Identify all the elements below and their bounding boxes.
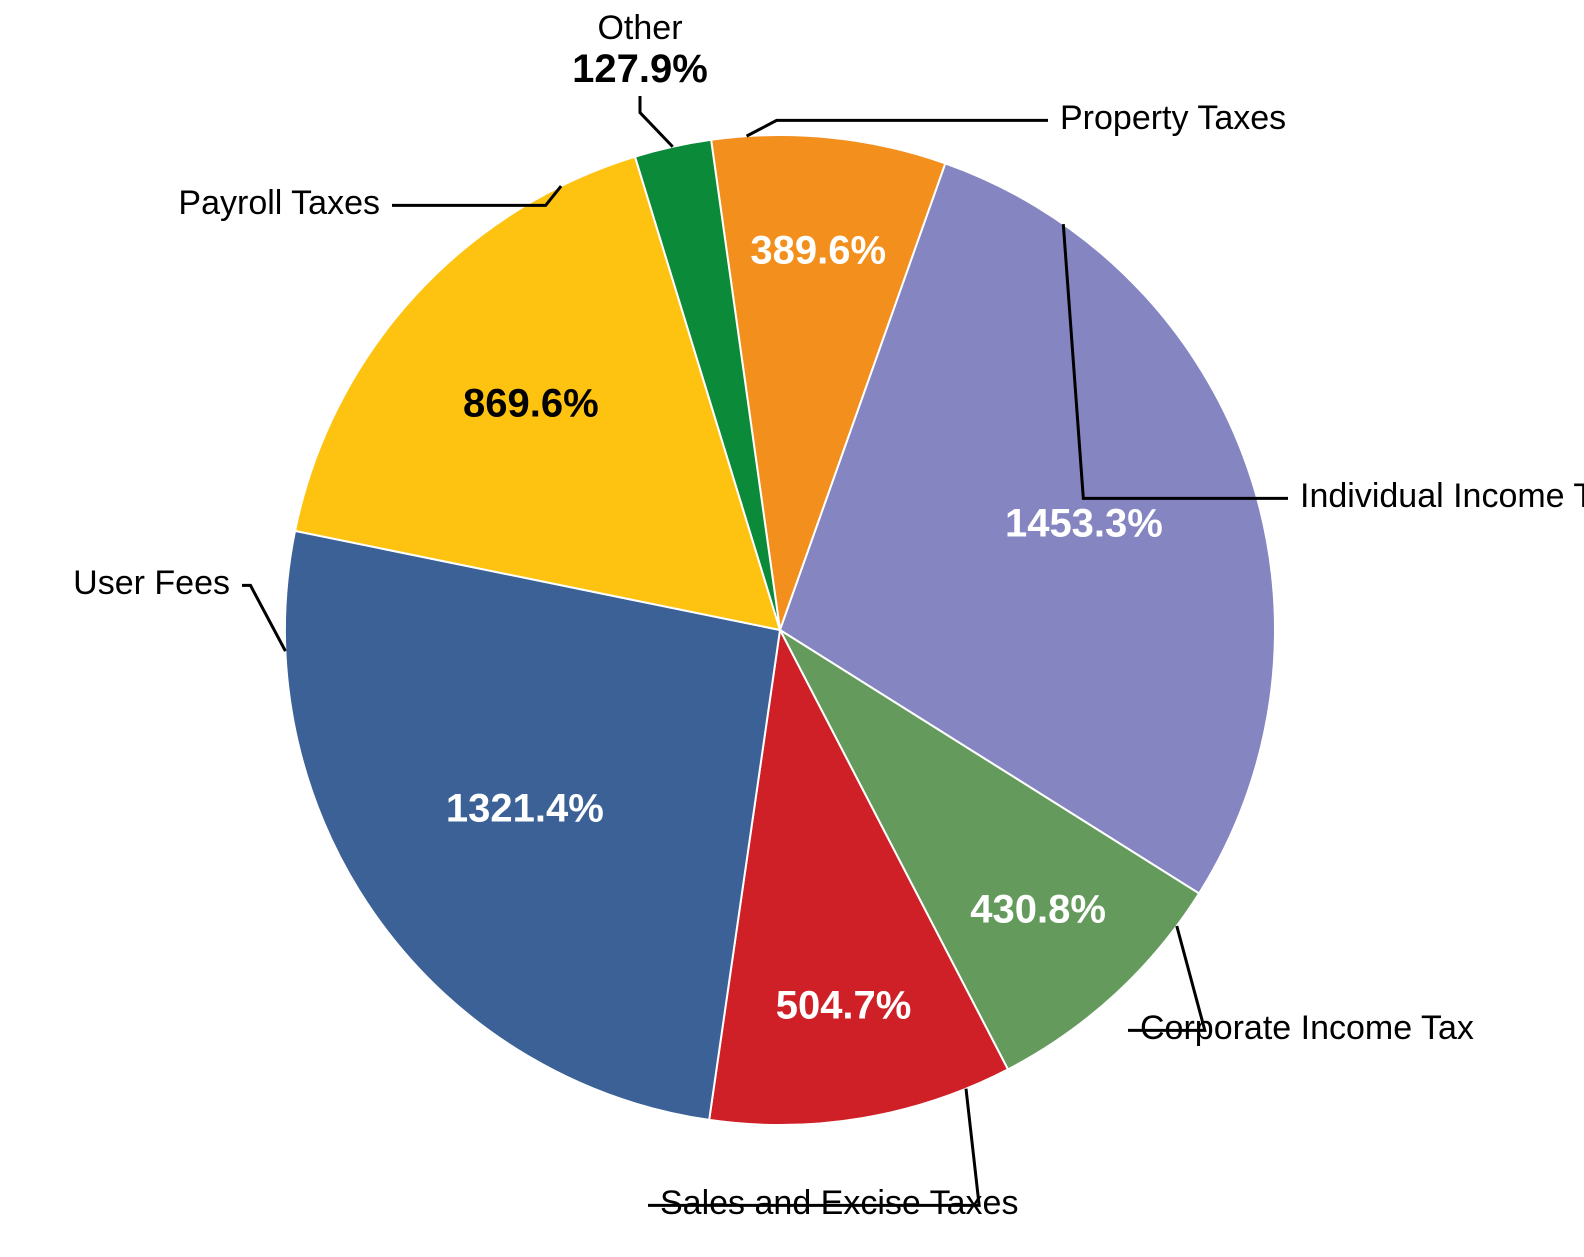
label-individual-income-taxes: Individual Income Taxes <box>1300 478 1584 515</box>
label-corporate-income-tax: Corporate Income Tax <box>1140 1010 1474 1047</box>
leader-other <box>640 96 673 147</box>
value-user-fees: 1321.4% <box>446 787 604 832</box>
label-other: Other127.9% <box>572 10 708 91</box>
label-user-fees: User Fees <box>73 565 230 602</box>
label-payroll-taxes: Payroll Taxes <box>178 185 380 222</box>
label-sales-and-excise-taxes: Sales and Excise Taxes <box>660 1185 1018 1222</box>
value-sales-and-excise-taxes: 504.7% <box>776 983 912 1028</box>
value-individual-income-taxes: 1453.3% <box>1005 502 1163 547</box>
pie-chart: Property Taxes 389.6% Individual Income Ta… <box>0 0 1584 1257</box>
label-property-taxes: Property Taxes <box>1060 100 1286 137</box>
value-corporate-income-tax: 430.8% <box>970 888 1106 933</box>
value-other: 127.9% <box>572 47 708 91</box>
value-property-taxes: 389.6% <box>750 228 886 273</box>
leader-property-taxes <box>747 120 1048 136</box>
leader-user-fees <box>242 585 285 651</box>
label-text-other: Other <box>572 10 708 47</box>
value-payroll-taxes: 869.6% <box>463 381 599 426</box>
